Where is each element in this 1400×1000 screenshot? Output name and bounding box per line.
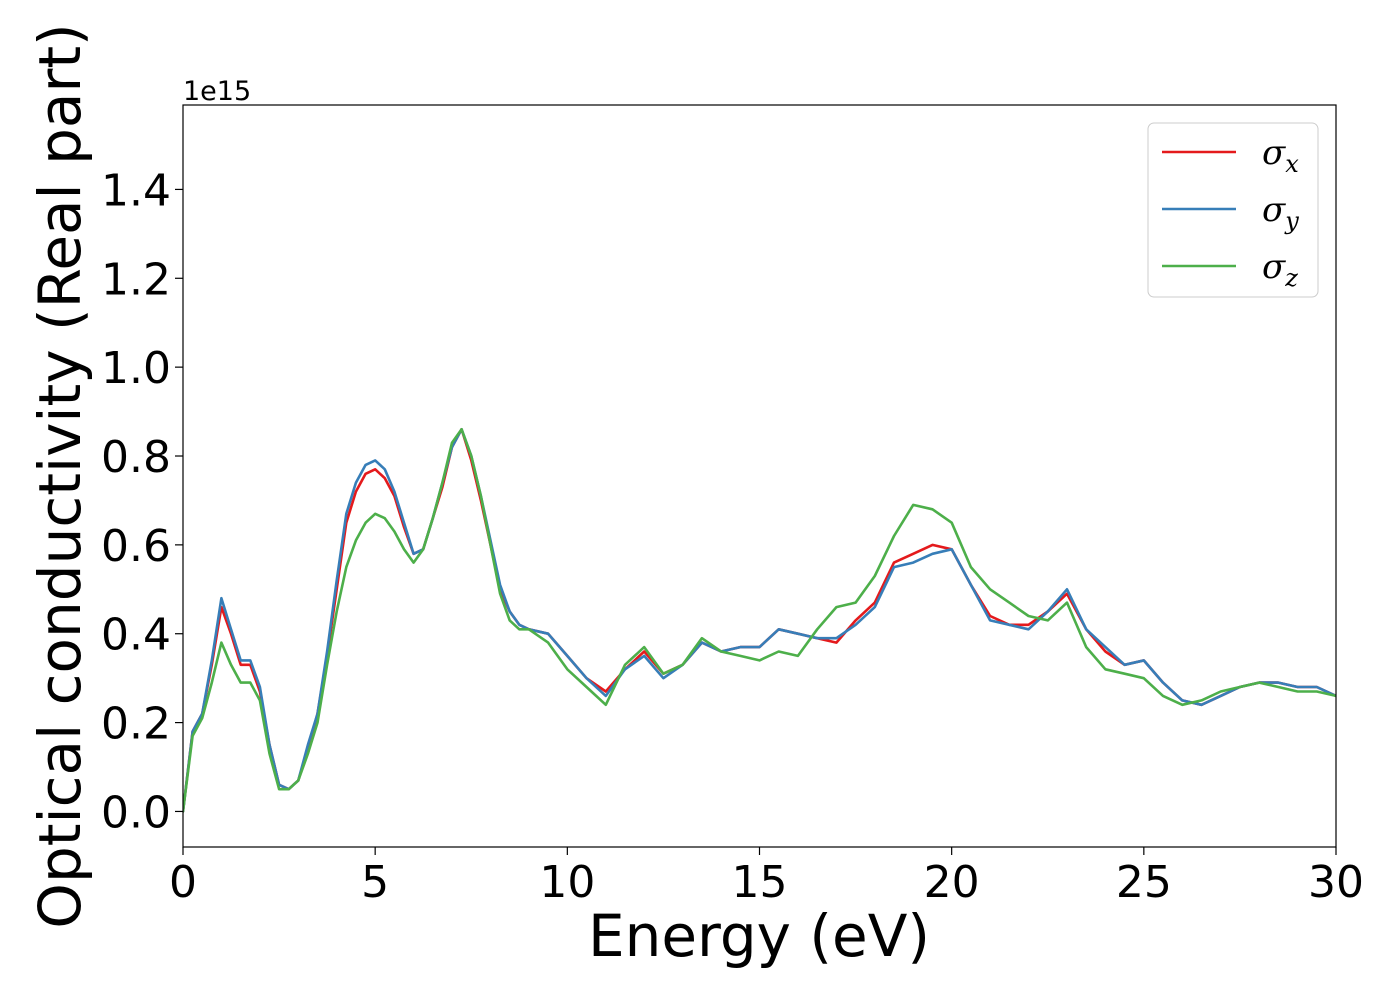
x-tick-label: 10 [539, 857, 595, 908]
y-tick-label: 1.4 [101, 165, 171, 216]
y-tick-label: 0.2 [101, 699, 171, 750]
y-axis-title: Optical conductivity (Real part) [26, 23, 94, 928]
x-tick-label: 5 [361, 857, 389, 908]
legend: σx σy σz [1147, 122, 1319, 298]
series-line-2 [183, 428, 1336, 813]
y-tick-label: 0.4 [101, 610, 171, 661]
series-line-3 [183, 428, 1336, 813]
series-layer [183, 428, 1336, 813]
legend-label: σy [1262, 190, 1299, 235]
y-tick-label: 1.2 [101, 254, 171, 305]
y-tick-label: 0.8 [101, 432, 171, 483]
x-tick-label: 15 [732, 857, 788, 908]
y-tick-label: 0.0 [101, 787, 171, 838]
y-tick-label: 0.6 [101, 521, 171, 572]
legend-label: σx [1262, 133, 1299, 178]
x-tick-label: 0 [169, 857, 197, 908]
y-tick-label: 1.0 [101, 343, 171, 394]
x-axis-title: Energy (eV) [588, 902, 930, 970]
x-tick-label: 25 [1116, 857, 1172, 908]
x-axis: 0 5 10 15 20 25 30 [169, 847, 1364, 908]
x-tick-label: 20 [924, 857, 980, 908]
y-axis: 0.0 0.2 0.4 0.6 0.8 1.0 1.2 1.4 [101, 165, 183, 838]
y-offset-label: 1e15 [183, 76, 251, 107]
legend-label: σz [1262, 247, 1298, 292]
x-tick-label: 30 [1308, 857, 1364, 908]
